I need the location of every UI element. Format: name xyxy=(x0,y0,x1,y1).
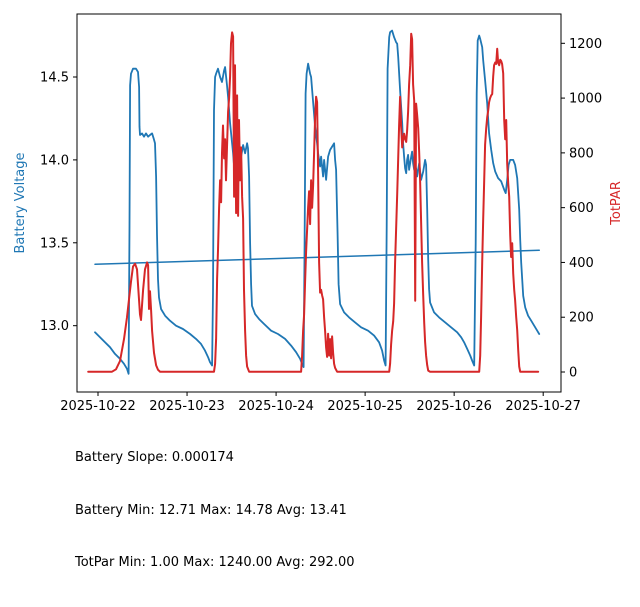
y-right-tick-label: 1200 xyxy=(569,37,602,52)
x-tick-label: 2025-10-23 xyxy=(149,399,225,414)
stats-totpar-minmax: TotPar Min: 1.00 Max: 1240.00 Avg: 292.0… xyxy=(75,555,355,570)
y-right-tick-label: 1000 xyxy=(569,92,602,107)
y-left-tick-label: 14.0 xyxy=(40,153,69,168)
battery_trend-line xyxy=(94,249,540,266)
y-axis-label-left: Battery Voltage xyxy=(13,152,28,253)
x-tick-label: 2025-10-26 xyxy=(416,399,492,414)
y-right-tick-label: 600 xyxy=(569,201,594,216)
y-right-tick-label: 200 xyxy=(569,311,594,326)
chart-plot: 2025-10-22 2025-10-23 2025-10-24 2025-10-25… xyxy=(13,13,624,414)
y-left-tick-label: 13.0 xyxy=(40,319,69,334)
totpar-line xyxy=(87,31,540,373)
stats-battery-minmax: Battery Min: 12.71 Max: 14.78 Avg: 13.41 xyxy=(75,502,347,518)
plot-border xyxy=(76,13,562,393)
y-right-tick-label: 800 xyxy=(569,146,594,161)
stats-battery-slope: Battery Slope: 0.000174 xyxy=(75,450,234,465)
x-tick-label: 2025-10-24 xyxy=(238,399,314,414)
y-right-tick-label: 400 xyxy=(569,256,594,271)
battery-totpar-chart: 2025-10-22 2025-10-23 2025-10-24 2025-10-25… xyxy=(13,13,624,570)
y-left-tick-label: 14.5 xyxy=(40,71,69,86)
x-tick-label: 2025-10-27 xyxy=(505,399,581,414)
y-left-tick-label: 13.5 xyxy=(40,236,69,251)
y-axis-label-right: TotPAR xyxy=(609,181,624,226)
battery_voltage-line xyxy=(94,29,541,375)
x-tick-label: 2025-10-22 xyxy=(60,399,136,414)
x-tick-label: 2025-10-25 xyxy=(327,399,403,414)
stats-block: Battery Slope: 0.000174 Battery Min: 12.… xyxy=(75,414,355,607)
y-right-tick-label: 0 xyxy=(569,366,577,381)
